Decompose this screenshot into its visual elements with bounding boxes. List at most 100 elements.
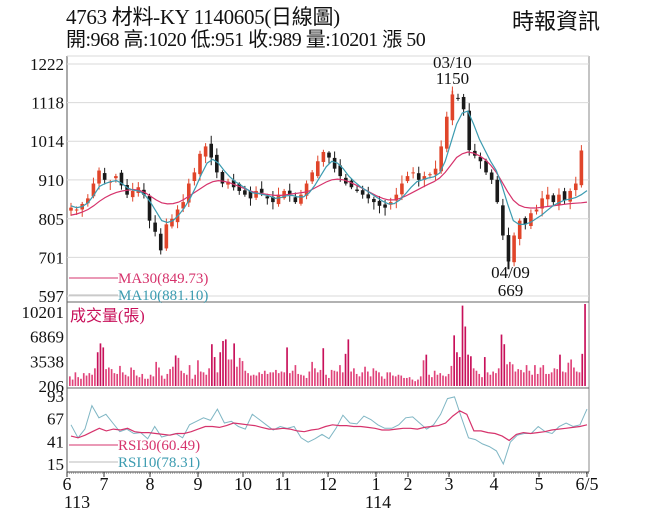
volume-bar [378,372,380,386]
volume-bar [486,372,489,386]
volume-bar [160,375,163,386]
high-date-label: 03/10 [433,53,472,72]
volume-bar [107,367,110,386]
candle-body [579,150,584,186]
volume-tick-label: 10201 [22,303,65,322]
volume-bar [358,376,361,386]
volume-bar [258,372,261,386]
volume-bar [233,343,235,386]
volume-bar [99,343,102,386]
volume-bar [333,370,336,386]
volume-bar [386,372,389,386]
volume-bar [497,368,500,386]
volume-bar [197,360,199,386]
volume-bar [353,368,355,386]
price-tick-label: 701 [39,248,65,267]
volume-bar [575,371,578,386]
candle-body [534,209,539,212]
candle-body [377,200,382,206]
volume-bar [561,371,564,386]
candle-body [551,195,556,203]
volume-bar [124,374,127,386]
candlesticks [69,86,584,270]
volume-bar [578,372,581,386]
low-date-label: 04/09 [491,263,530,282]
volume-bar [536,373,539,386]
candle-body [299,194,303,204]
candle-body [422,176,427,180]
volume-bar [428,374,430,386]
volume-bar [69,376,71,386]
volume-bar [163,378,166,386]
volume-bar [177,357,180,386]
volume-bar [495,373,497,386]
volume-bar [138,377,141,386]
candle-body [562,191,567,201]
volume-bar [450,365,453,386]
volume-bar [584,304,586,386]
volume-bar [355,373,358,386]
x-tick-label: 5 [535,474,544,494]
candle-body [405,176,410,182]
volume-bar [227,359,230,386]
candle-body [74,209,79,211]
volume-bar [400,375,403,386]
volume-bar [439,373,442,386]
candle-body [114,176,118,179]
volume-bar [314,368,316,386]
volume-bar [180,370,183,386]
candle-body [372,198,376,203]
volume-bar [564,372,567,386]
volume-bar [442,375,444,386]
volume-bar [71,379,74,386]
x-tick-label: 10 [234,474,252,494]
candle-body [243,190,247,195]
candle-body [321,151,326,162]
volume-bar [347,339,350,386]
candle-body [158,233,163,251]
volume-tick-label: 6869 [30,328,64,347]
candle-body [478,156,483,162]
candle-body [198,153,202,175]
ma10-line [70,110,588,225]
volume-bar [403,377,405,386]
candle-body [355,189,359,191]
volume-bar [236,366,238,386]
candle-body [383,204,387,208]
volume-bar [208,368,210,386]
rsi30-legend: RSI30(60.49) [118,438,200,454]
volume-bar [322,348,325,386]
volume-bar [458,357,461,386]
volume-bar [230,359,233,386]
volume-bar [341,372,344,386]
candle-body [394,194,399,201]
volume-bar [528,370,531,386]
volume-bar [202,372,205,386]
candle-body [568,190,572,202]
volume-bar [316,372,319,386]
candle-body [304,183,309,196]
volume-bar [113,373,116,386]
volume-bar [224,339,227,386]
candle-body [130,190,135,198]
volume-bar [244,370,247,386]
candle-body [400,183,404,195]
volume-bar [397,374,400,386]
candle-body [119,172,124,186]
candle-body [433,168,438,175]
price-tick-label: 910 [39,171,65,190]
candle-body [147,195,152,221]
volume-bar [503,344,506,386]
chart-title: 4763 材料-KY 1140605(日線圖) [66,5,340,29]
volume-bar [133,369,135,386]
volume-bar [119,365,121,386]
candle-body [545,194,550,200]
volume-bar [470,356,472,386]
low-value-label: 669 [498,281,524,300]
volume-bar [152,376,155,386]
volume-bar [556,369,559,386]
volume-bar [467,354,469,386]
volume-bar [263,370,266,386]
candle-body [416,173,421,180]
volume-bar [447,373,450,386]
